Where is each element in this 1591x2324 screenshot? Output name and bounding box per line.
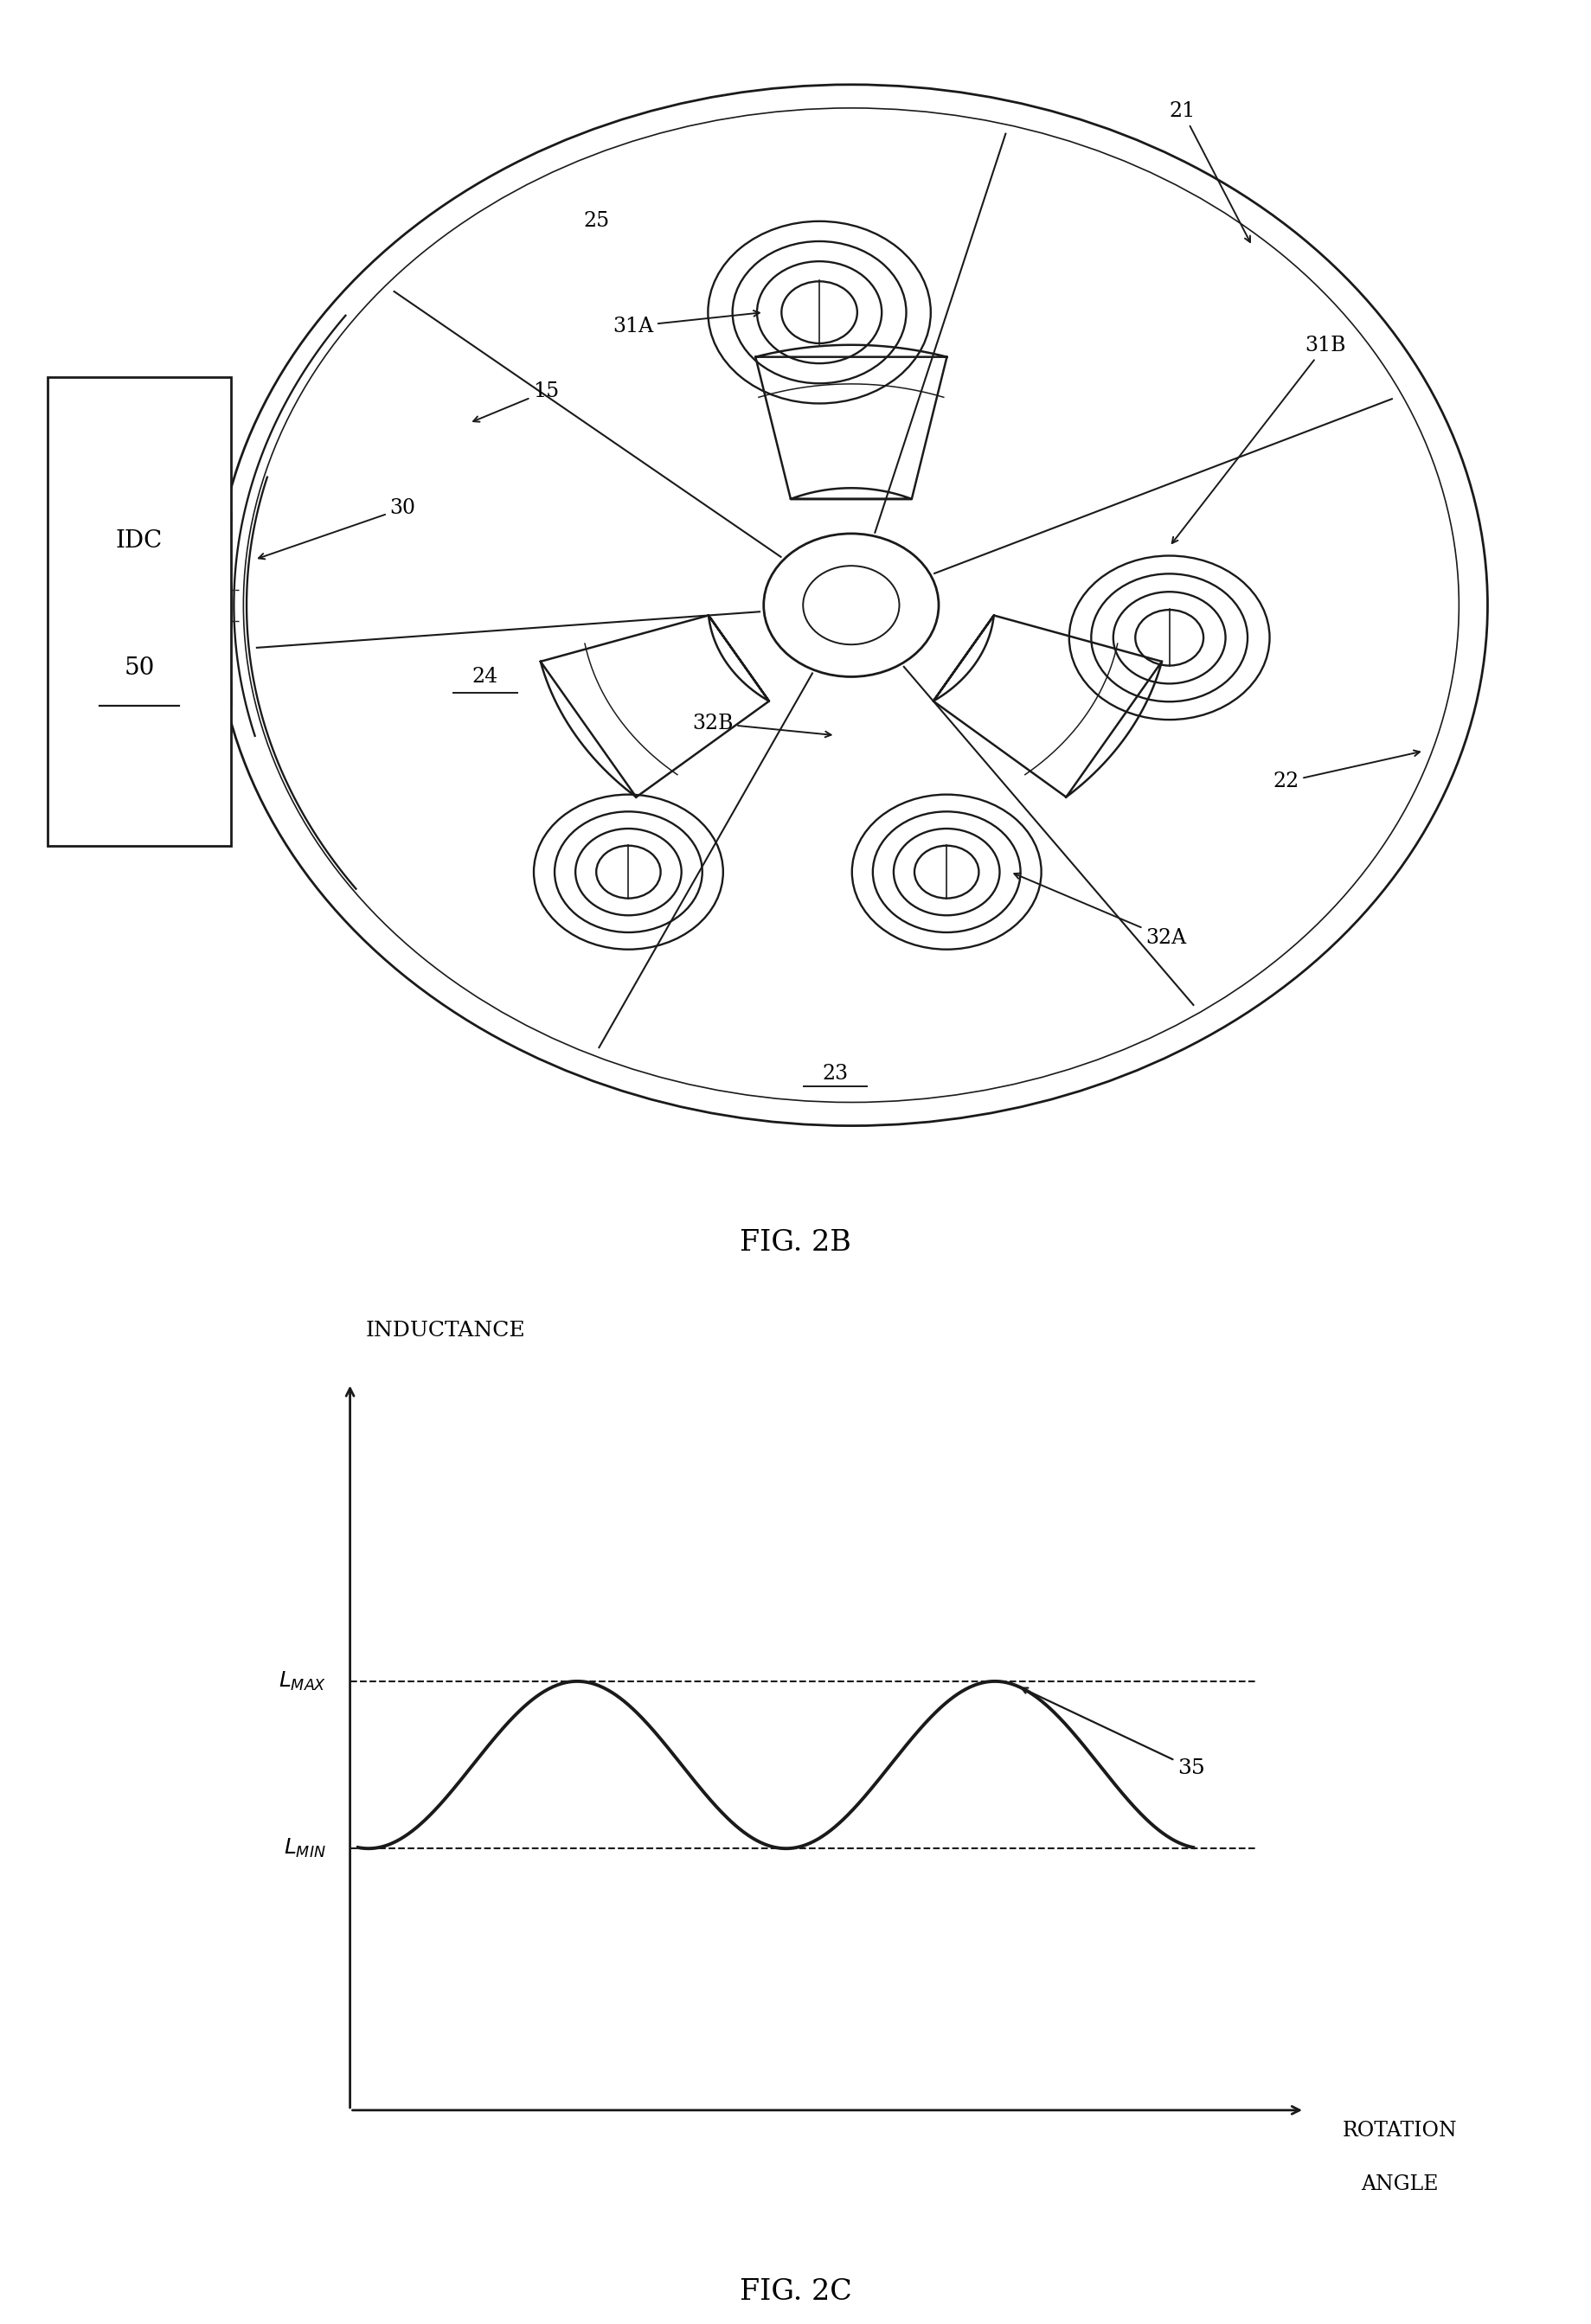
Bar — [48, 376, 231, 846]
Text: 30: 30 — [259, 500, 415, 560]
Text: INDUCTANCE: INDUCTANCE — [366, 1320, 525, 1341]
Text: 15: 15 — [473, 381, 558, 421]
Text: 35: 35 — [1021, 1687, 1204, 1778]
Text: ANGLE: ANGLE — [1362, 2175, 1438, 2194]
Circle shape — [803, 565, 899, 644]
Text: FIG. 2B: FIG. 2B — [740, 1229, 851, 1257]
Text: FIG. 2C: FIG. 2C — [740, 2278, 851, 2305]
Text: 21: 21 — [1169, 102, 1251, 242]
Text: 23: 23 — [823, 1064, 848, 1083]
Text: 25: 25 — [584, 211, 609, 230]
Text: 50: 50 — [124, 655, 154, 679]
Text: ROTATION: ROTATION — [1343, 2122, 1457, 2140]
Text: $L_{MIN}$: $L_{MIN}$ — [283, 1838, 326, 1859]
Text: IDC: IDC — [116, 530, 162, 553]
Text: $L_{MAX}$: $L_{MAX}$ — [278, 1671, 326, 1692]
Text: 31A: 31A — [613, 311, 759, 337]
Text: 32A: 32A — [1013, 874, 1187, 948]
Text: 24: 24 — [473, 667, 498, 686]
Text: 31B: 31B — [1173, 337, 1346, 544]
Text: 22: 22 — [1273, 751, 1419, 792]
Circle shape — [764, 535, 939, 676]
Text: 32B: 32B — [692, 713, 831, 737]
